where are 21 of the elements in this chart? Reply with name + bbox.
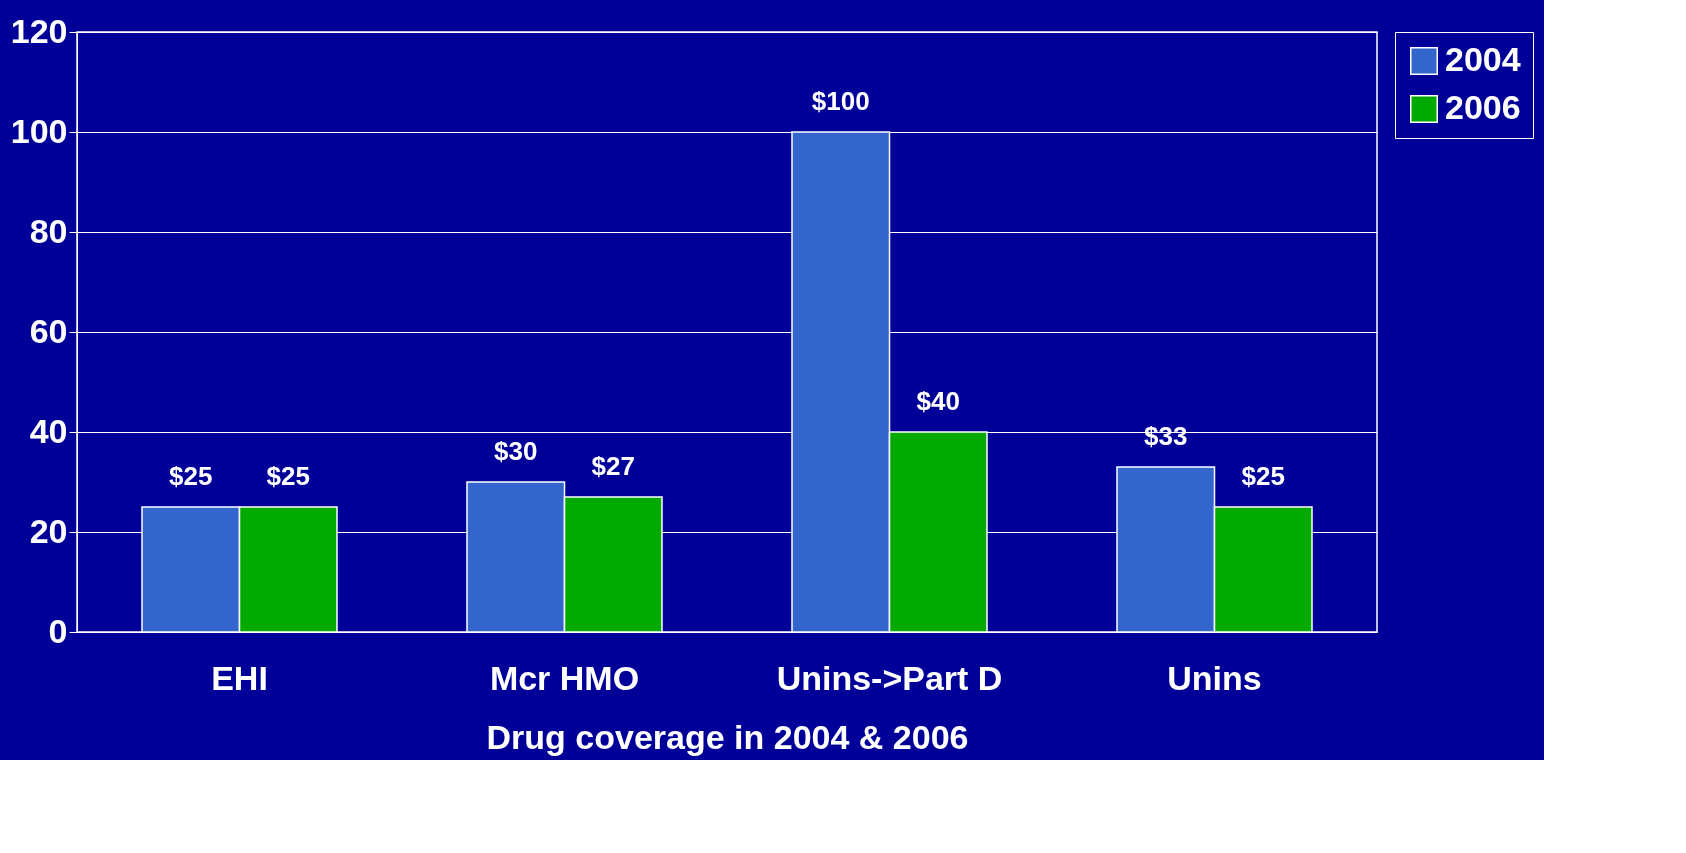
- y-tick-label: 60: [29, 311, 68, 350]
- x-axis-title: Drug coverage in 2004 & 2006: [486, 717, 969, 756]
- data-label: $25: [266, 461, 310, 491]
- y-tick-label: 0: [48, 611, 68, 650]
- x-tick-label: Unins->Part D: [776, 658, 1003, 697]
- data-label: $25: [169, 461, 213, 491]
- data-label: $27: [591, 451, 635, 481]
- legend-label: 2004: [1445, 40, 1521, 78]
- y-tick-label: 80: [29, 211, 68, 250]
- y-tick-label: 40: [29, 411, 68, 450]
- x-tick-label: Unins: [1167, 658, 1262, 697]
- y-tick-label: 20: [29, 511, 68, 550]
- x-tick-label: EHI: [211, 658, 268, 697]
- data-label: $25: [1241, 461, 1285, 491]
- data-label: $40: [916, 386, 960, 416]
- data-label: $30: [494, 436, 538, 466]
- data-label: $100: [811, 86, 870, 116]
- y-tick-label: 120: [10, 11, 68, 50]
- x-tick-label: Mcr HMO: [489, 658, 640, 697]
- y-tick-label: 100: [10, 111, 68, 150]
- legend-label: 2006: [1445, 88, 1521, 126]
